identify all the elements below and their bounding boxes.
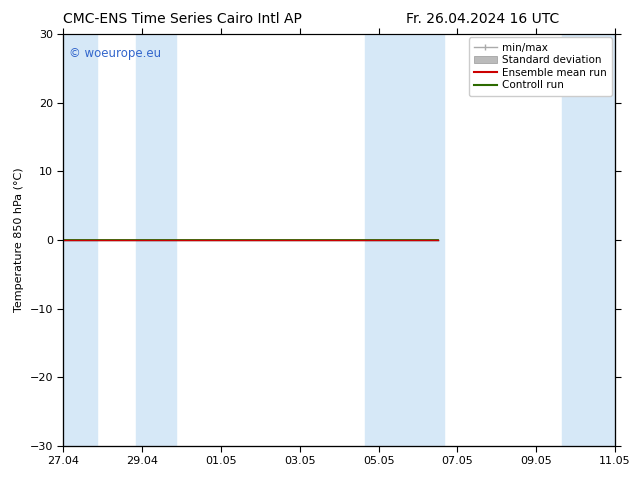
Y-axis label: Temperature 850 hPa (°C): Temperature 850 hPa (°C) bbox=[14, 168, 24, 313]
Bar bbox=[63, 34, 97, 446]
Legend: min/max, Standard deviation, Ensemble mean run, Controll run: min/max, Standard deviation, Ensemble me… bbox=[469, 37, 612, 96]
Bar bbox=[136, 34, 176, 446]
Text: CMC-ENS Time Series Cairo Intl AP: CMC-ENS Time Series Cairo Intl AP bbox=[63, 12, 302, 26]
Bar bbox=[562, 34, 615, 446]
Text: © woeurope.eu: © woeurope.eu bbox=[69, 47, 161, 60]
Text: Fr. 26.04.2024 16 UTC: Fr. 26.04.2024 16 UTC bbox=[406, 12, 559, 26]
Bar bbox=[365, 34, 444, 446]
